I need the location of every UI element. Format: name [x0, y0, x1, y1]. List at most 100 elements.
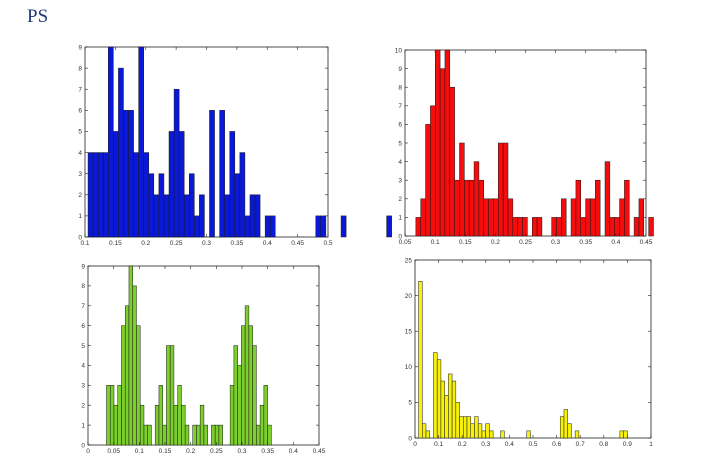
histogram-bar — [455, 402, 460, 439]
histogram-bar — [102, 152, 109, 238]
x-tick-label: 0.35 — [261, 448, 274, 455]
y-tick-label: 3 — [78, 171, 82, 178]
histogram-bar — [563, 409, 568, 439]
histogram-bar — [340, 215, 347, 238]
y-tick-label: 4 — [398, 159, 402, 166]
histogram-bar — [570, 198, 577, 237]
histogram-bar — [512, 217, 518, 237]
histogram-bar — [502, 142, 509, 237]
y-tick-label: 8 — [81, 283, 85, 290]
histogram-bar — [474, 416, 479, 439]
histogram-bar — [507, 198, 514, 237]
histogram-bar — [133, 152, 139, 238]
histogram-bar — [118, 67, 124, 238]
histogram-bar — [556, 217, 562, 237]
histogram-bar — [614, 217, 620, 237]
y-tick-label: 6 — [81, 323, 85, 330]
histogram-bar — [244, 305, 250, 446]
histogram-bar — [229, 131, 236, 238]
histogram-bar — [224, 194, 230, 238]
histogram-bar — [113, 131, 119, 238]
x-tick-label: 0.2 — [141, 240, 150, 247]
histogram-bar — [259, 404, 265, 446]
histogram-bar — [585, 198, 591, 237]
x-tick-label: 0.6 — [552, 441, 561, 448]
histogram-bar — [604, 161, 611, 237]
histogram-bar — [168, 131, 175, 238]
histogram-bar — [196, 424, 201, 446]
histogram-bar — [575, 179, 581, 237]
histogram-bar — [574, 430, 580, 439]
histogram-bar — [244, 215, 251, 238]
histogram-bar — [415, 217, 421, 237]
y-tick-label: 10 — [395, 47, 403, 54]
y-tick-label: 0 — [78, 234, 82, 241]
histogram-bar — [488, 198, 494, 237]
histogram-bar — [440, 380, 445, 439]
y-tick-label: 6 — [78, 108, 82, 115]
histogram-bar — [623, 430, 628, 439]
y-tick-label: 2 — [81, 403, 85, 410]
x-tick-label: 0.5 — [323, 240, 332, 247]
x-tick-label: 0.15 — [159, 448, 172, 455]
y-tick-label: 2 — [78, 192, 82, 199]
histogram-bar — [473, 161, 480, 237]
histogram-bar — [158, 385, 163, 446]
histogram-bar — [449, 86, 455, 237]
histogram-bar — [211, 424, 216, 446]
y-tick-label: 0 — [398, 233, 402, 240]
y-tick-label: 0 — [408, 435, 412, 442]
x-tick-label: 0.45 — [313, 448, 326, 455]
histogram-bar — [219, 110, 225, 238]
x-tick-label: 0.3 — [481, 441, 490, 448]
histogram-bar — [233, 345, 238, 446]
y-tick-label: 6 — [398, 122, 402, 129]
y-tick-label: 5 — [81, 343, 85, 350]
histogram-bar — [162, 424, 167, 446]
histogram-bar — [595, 179, 601, 237]
x-tick-label: 0.05 — [399, 239, 412, 246]
y-tick-label: 7 — [78, 87, 82, 94]
histogram-bar — [189, 173, 195, 238]
x-tick-label: 0.1 — [135, 448, 144, 455]
histogram-bar — [459, 416, 464, 439]
histogram-bar — [109, 385, 115, 446]
histogram-bar — [237, 365, 242, 446]
y-tick-label: 25 — [405, 257, 413, 264]
histogram-bar — [169, 345, 175, 446]
histogram-bar — [493, 198, 499, 237]
histogram-bar — [97, 152, 104, 238]
histogram-bar — [194, 215, 200, 238]
histogram-bar — [136, 325, 141, 446]
histogram-bar — [485, 423, 490, 439]
x-tick-label: 0.3 — [237, 448, 246, 455]
histogram-bar — [619, 430, 624, 439]
histogram-bar — [166, 345, 171, 446]
histogram-bar — [239, 152, 246, 238]
histogram-bar — [444, 49, 451, 237]
histogram-bar — [648, 217, 654, 237]
histogram-bar — [454, 179, 460, 237]
histogram-bar — [92, 152, 99, 238]
histogram-bar — [203, 424, 208, 446]
y-tick-label: 5 — [398, 140, 402, 147]
histogram-bar — [435, 49, 441, 237]
histogram-bar — [158, 173, 165, 238]
histogram-bar — [418, 281, 423, 439]
histogram-bar — [256, 424, 261, 446]
x-tick-label: 0.1 — [431, 239, 440, 246]
histogram-bar — [108, 46, 114, 238]
histogram-bar — [517, 217, 523, 237]
x-tick-label: 0.25 — [519, 239, 532, 246]
x-tick-label: 0.15 — [459, 239, 472, 246]
histogram-bar — [422, 423, 427, 439]
x-tick-label: 0.4 — [505, 441, 514, 448]
histogram-bar — [425, 124, 431, 237]
x-tick-label: 0.4 — [289, 448, 298, 455]
histogram-bar — [181, 404, 186, 446]
y-tick-label: 3 — [398, 178, 402, 185]
histogram-bar — [609, 217, 615, 237]
histogram-bar — [148, 173, 155, 238]
x-tick-label: 0.2 — [186, 448, 195, 455]
histogram-bar — [315, 215, 322, 238]
